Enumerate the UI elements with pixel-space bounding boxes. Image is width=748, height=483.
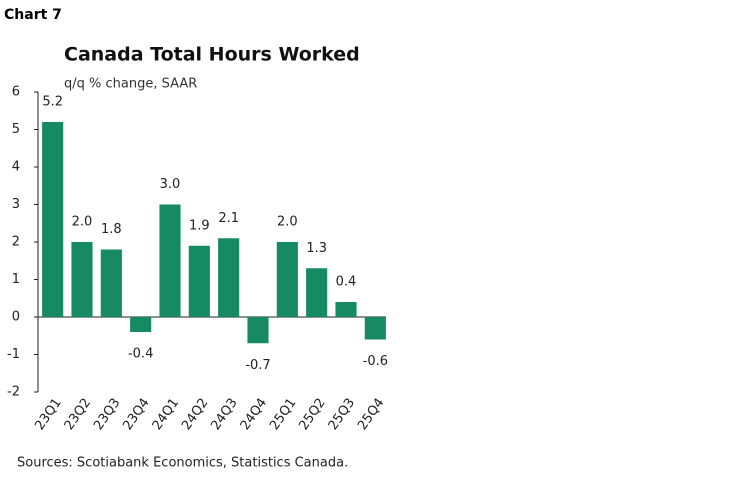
y-tick-label: -1: [7, 347, 20, 362]
x-tick-label: 24Q1: [150, 396, 182, 433]
y-tick-label: 3: [12, 197, 20, 212]
value-label: -0.4: [128, 347, 153, 362]
y-tick-label: 6: [12, 85, 20, 100]
y-tick-label: 4: [12, 160, 20, 175]
y-tick-label: -2: [7, 385, 20, 400]
bar: [218, 238, 240, 317]
bar: [335, 302, 357, 317]
value-label: -0.6: [363, 354, 388, 369]
x-tick-label: 24Q2: [179, 396, 211, 433]
bar: [188, 245, 210, 317]
bar: [42, 122, 64, 317]
value-label: 2.1: [218, 211, 239, 226]
x-tick-label: 24Q4: [238, 396, 270, 433]
value-label: 0.4: [336, 275, 357, 290]
x-tick-label: 25Q2: [296, 396, 328, 433]
value-label: 3.0: [160, 177, 181, 192]
x-tick-label: 23Q2: [62, 396, 94, 433]
bar: [71, 242, 93, 317]
chart-subtitle: q/q % change, SAAR: [64, 77, 197, 92]
bar: [159, 204, 181, 317]
bar: [364, 317, 386, 340]
chart-label: Chart 7: [4, 7, 62, 23]
value-label: 2.0: [277, 215, 298, 230]
x-tick-label: 25Q3: [326, 396, 358, 433]
x-tick-label: 23Q1: [32, 396, 64, 433]
value-label: -0.7: [245, 358, 270, 373]
value-label: 1.3: [306, 241, 327, 256]
value-label: 2.0: [72, 215, 93, 230]
source-note: Sources: Scotiabank Economics, Statistic…: [17, 456, 348, 471]
y-tick-label: 0: [12, 310, 20, 325]
x-tick-label: 23Q4: [120, 396, 152, 433]
bar: [276, 242, 298, 317]
x-tick-label: 23Q3: [91, 396, 123, 433]
y-tick-label: 1: [12, 272, 20, 287]
bar: [247, 317, 269, 344]
bar: [100, 249, 122, 317]
y-tick-label: 5: [12, 122, 20, 137]
y-tick-label: 2: [12, 235, 20, 250]
value-label: 5.2: [42, 95, 63, 110]
x-tick-label: 24Q3: [208, 396, 240, 433]
x-tick-label: 25Q1: [267, 396, 299, 433]
chart-title: Canada Total Hours Worked: [64, 44, 360, 66]
value-label: 1.9: [189, 218, 210, 233]
x-tick-label: 25Q4: [355, 396, 387, 433]
value-label: 1.8: [101, 222, 122, 237]
bar: [306, 268, 328, 317]
bar: [130, 317, 152, 332]
